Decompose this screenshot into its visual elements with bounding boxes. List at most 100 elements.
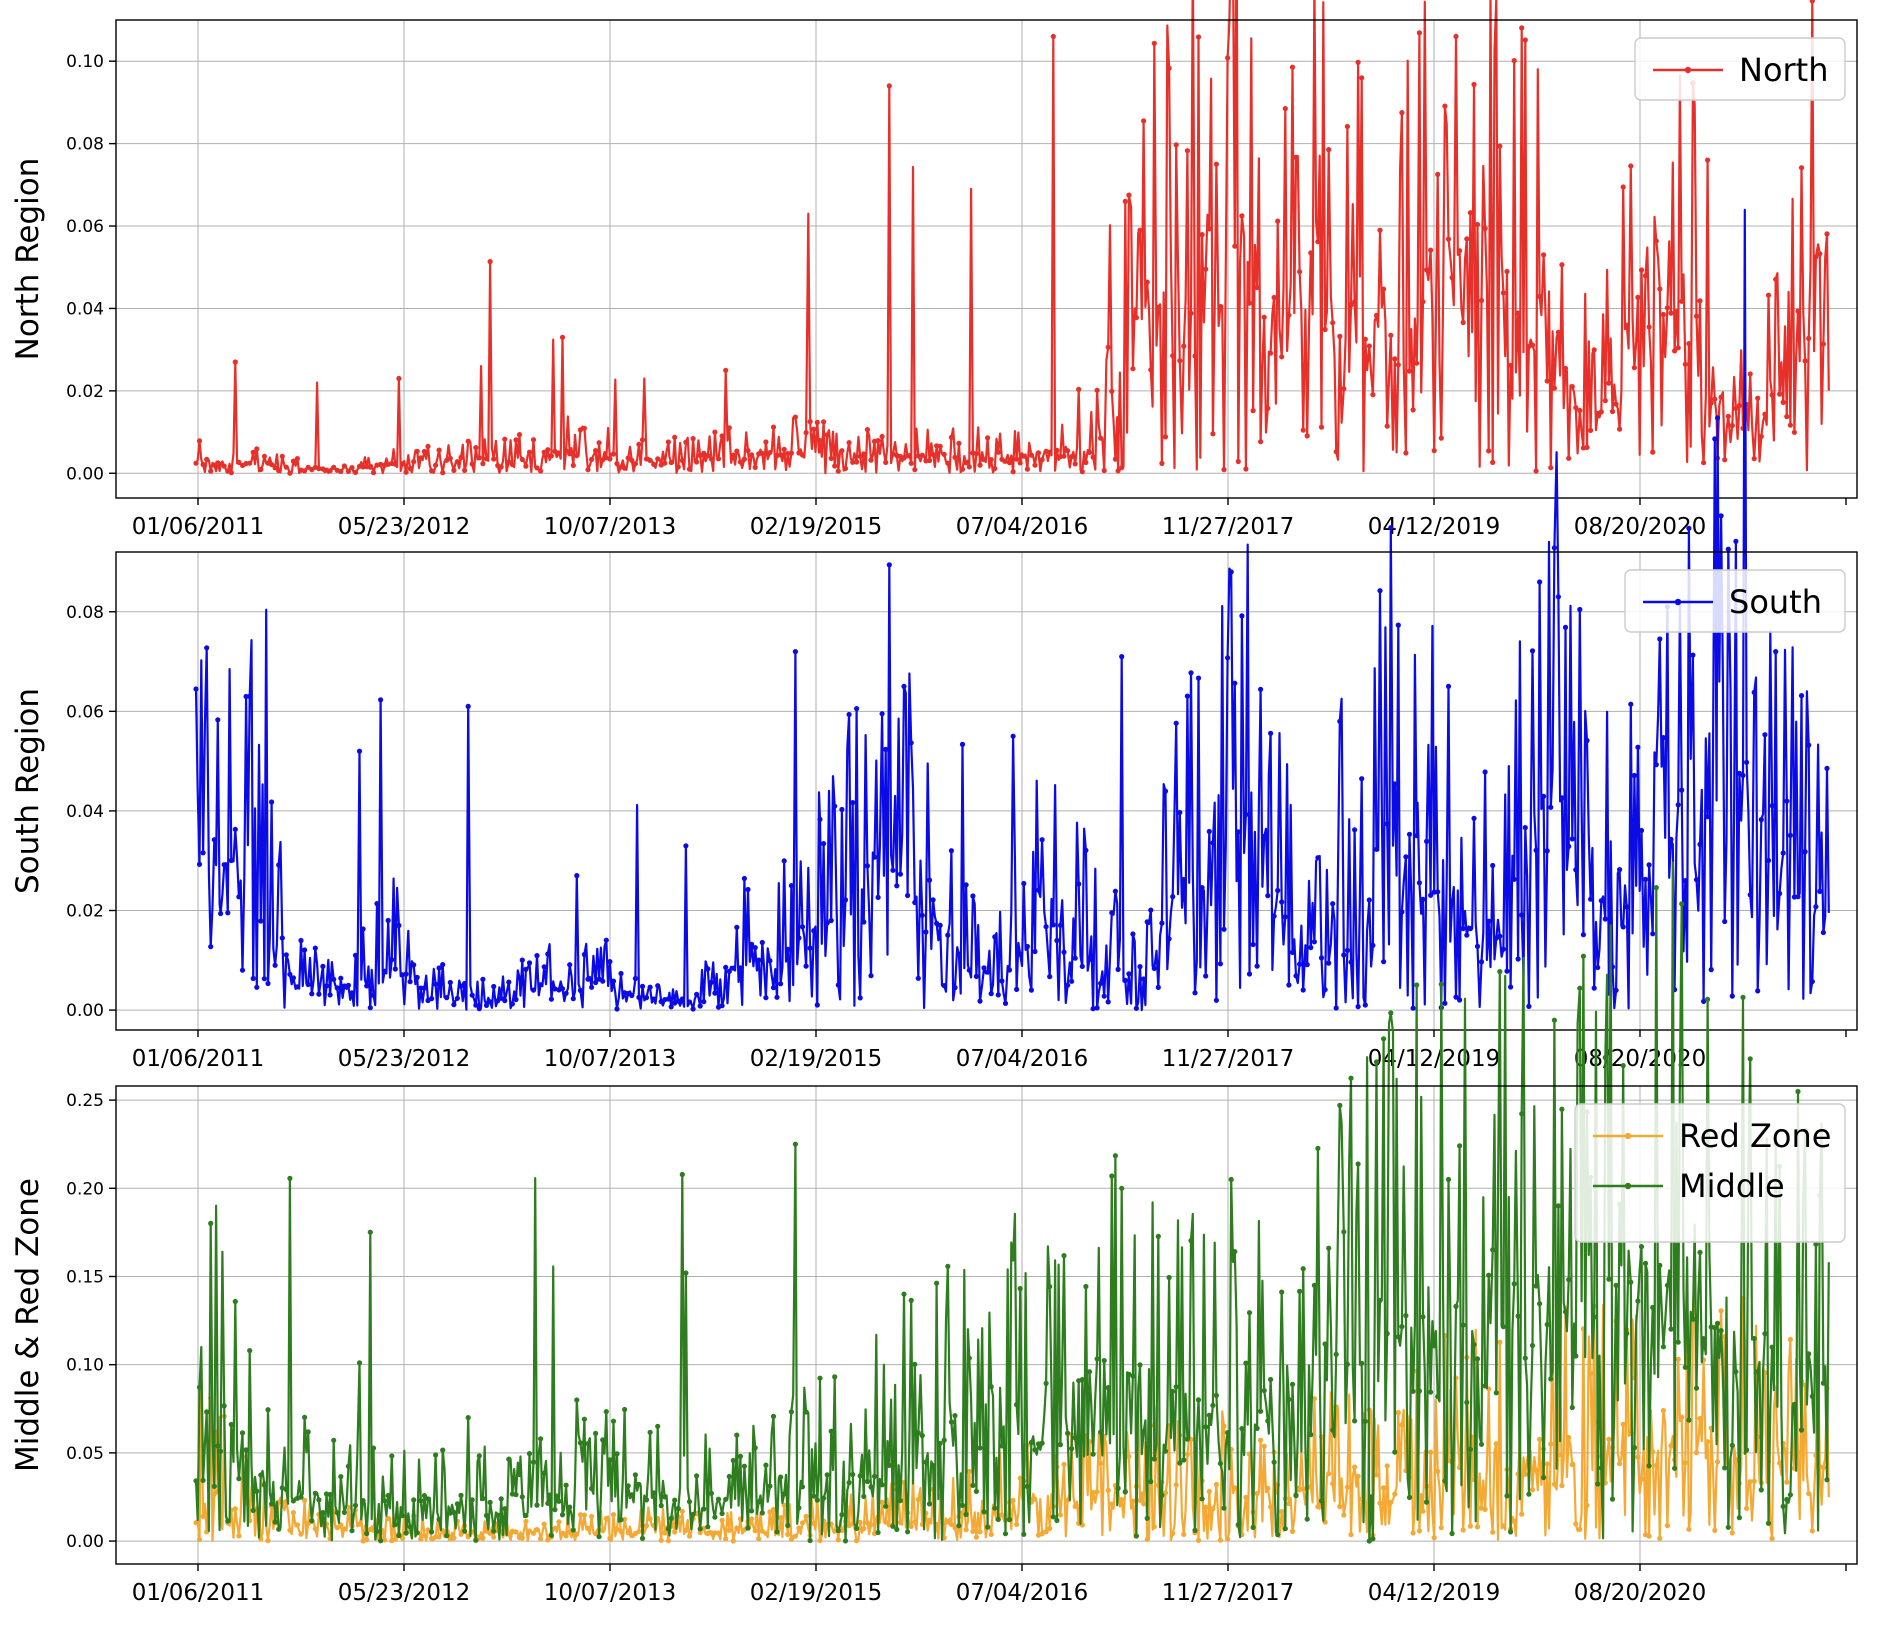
chart-panel-1: 01/06/2011 05/23/2012 10/07/2013 02/19/2015… [10, 0, 1858, 540]
data-point [1817, 888, 1823, 895]
data-point [686, 1533, 693, 1539]
data-point [1021, 880, 1027, 887]
data-point [1181, 1457, 1187, 1463]
data-point [1559, 262, 1565, 268]
data-point [1311, 1282, 1317, 1288]
data-point [1392, 781, 1398, 787]
data-point [1159, 1492, 1165, 1498]
legend-box [1624, 569, 1846, 633]
data-point [523, 1512, 529, 1519]
data-point [320, 1510, 326, 1516]
data-point [1265, 893, 1271, 899]
y-axis: 0.000.020.040.060.08 [66, 603, 116, 1021]
data-point [1500, 946, 1506, 952]
data-point [498, 464, 504, 470]
data-point [1017, 1286, 1023, 1292]
data-point [1705, 996, 1711, 1002]
data-point [345, 982, 351, 989]
data-point [1435, 889, 1441, 895]
data-point [1293, 154, 1299, 160]
data-point [1406, 1494, 1413, 1500]
data-point [519, 1535, 525, 1541]
data-point [1315, 1145, 1321, 1151]
data-point [1177, 1460, 1183, 1466]
data-point [741, 456, 748, 462]
data-point [254, 446, 260, 452]
data-point [1261, 833, 1267, 840]
data-point [1806, 335, 1812, 341]
data-point [1101, 467, 1107, 474]
data-point [625, 1530, 631, 1536]
data-point [204, 1409, 210, 1415]
data-point [403, 469, 409, 475]
data-point [323, 983, 330, 989]
data-point [1061, 949, 1067, 955]
data-point [312, 1526, 318, 1532]
data-point [1024, 943, 1030, 950]
data-point [788, 450, 795, 456]
y-tick-label: 0.25 [66, 1091, 104, 1111]
data-point [1453, 1303, 1459, 1309]
data-point [250, 449, 256, 455]
data-point [1551, 1481, 1557, 1487]
data-point [1613, 987, 1619, 993]
data-point [770, 1506, 777, 1513]
data-point [1282, 914, 1288, 920]
data-point [1445, 683, 1452, 690]
data-point [1130, 366, 1136, 372]
legend-marker [1684, 66, 1692, 74]
data-point [966, 967, 972, 973]
data-point [1638, 267, 1645, 273]
data-point [258, 918, 264, 924]
data-point [389, 957, 395, 963]
data-point [1239, 1426, 1245, 1432]
data-point [1155, 304, 1161, 310]
data-point [966, 1355, 972, 1361]
data-point [382, 968, 388, 974]
data-point [857, 995, 863, 1001]
data-point [1795, 308, 1801, 314]
data-point [247, 1348, 253, 1354]
data-point [1054, 1517, 1060, 1523]
data-point [1344, 1361, 1350, 1367]
data-point [462, 1528, 468, 1534]
data-point [1428, 892, 1434, 898]
data-point [290, 1498, 296, 1504]
data-point [1635, 1298, 1641, 1304]
data-point [327, 468, 333, 474]
data-point [302, 1414, 308, 1420]
data-point [341, 463, 347, 469]
series-points [193, 0, 1830, 476]
data-point [1424, 267, 1430, 273]
data-point [1820, 1465, 1826, 1471]
data-point [679, 1508, 685, 1514]
data-point [675, 464, 681, 470]
data-point [1341, 386, 1347, 392]
data-point [1541, 793, 1547, 799]
data-point [208, 468, 214, 474]
data-point [1693, 1450, 1700, 1456]
data-point [1642, 876, 1649, 882]
data-point [1497, 143, 1503, 149]
data-point [719, 1517, 725, 1523]
data-point [374, 901, 380, 907]
data-point [1598, 1465, 1604, 1471]
data-point [1210, 1506, 1216, 1512]
data-point [208, 944, 214, 950]
data-point [1086, 1369, 1093, 1375]
data-point [1115, 468, 1121, 474]
data-point [741, 1463, 748, 1469]
data-point [1286, 312, 1292, 318]
data-point [1392, 1449, 1398, 1455]
data-point [1544, 848, 1550, 854]
data-point [1747, 1479, 1753, 1485]
data-point [1824, 1477, 1830, 1483]
data-point [1239, 613, 1245, 619]
data-point [1798, 165, 1805, 171]
data-point [1533, 1467, 1539, 1473]
data-point [1769, 1535, 1775, 1542]
data-point [814, 419, 820, 425]
data-point [1725, 413, 1731, 419]
data-point [1235, 829, 1241, 835]
data-point [483, 1002, 490, 1009]
